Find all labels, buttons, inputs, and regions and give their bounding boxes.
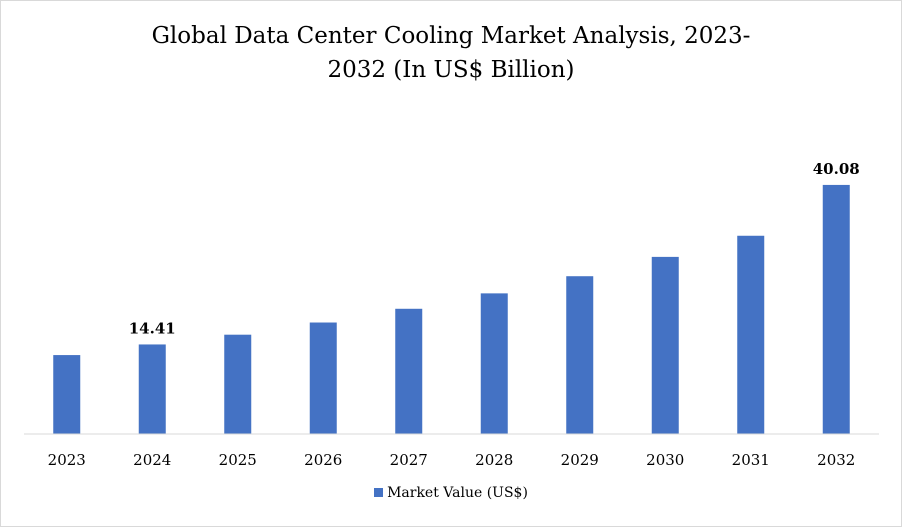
- chart-title-line-2: 2032 (In US$ Billion): [327, 57, 575, 83]
- x-tick-label-2031: 2031: [732, 451, 770, 469]
- data-label-2024: 14.41: [129, 319, 176, 337]
- bar-2031: [737, 235, 765, 434]
- legend-swatch: [374, 488, 384, 497]
- x-tick-label-2028: 2028: [475, 451, 513, 469]
- x-tick-label-2027: 2027: [390, 451, 428, 469]
- x-tick-label-2030: 2030: [646, 451, 684, 469]
- bar-2028: [480, 293, 508, 434]
- bar-2026: [309, 322, 337, 434]
- data-label-2032: 40.08: [813, 160, 860, 178]
- bar-2023: [53, 355, 81, 434]
- bar-2025: [224, 334, 252, 434]
- bar-2027: [395, 308, 423, 434]
- legend-label: Market Value (US$): [387, 485, 528, 501]
- x-tick-label-2024: 2024: [133, 451, 171, 469]
- chart-legend: Market Value (US$): [1, 485, 901, 501]
- x-tick-label-2023: 2023: [48, 451, 86, 469]
- bar-2024: [138, 344, 166, 434]
- x-tick-label-2026: 2026: [304, 451, 342, 469]
- bar-2029: [566, 276, 594, 434]
- chart-title-line-1: Global Data Center Cooling Market Analys…: [151, 23, 751, 49]
- x-tick-label-2025: 2025: [219, 451, 257, 469]
- x-tick-label-2029: 2029: [561, 451, 599, 469]
- bar-2032: [822, 184, 850, 434]
- bar-2030: [651, 256, 679, 434]
- chart-title: Global Data Center Cooling Market Analys…: [1, 19, 901, 87]
- x-tick-label-2032: 2032: [817, 451, 855, 469]
